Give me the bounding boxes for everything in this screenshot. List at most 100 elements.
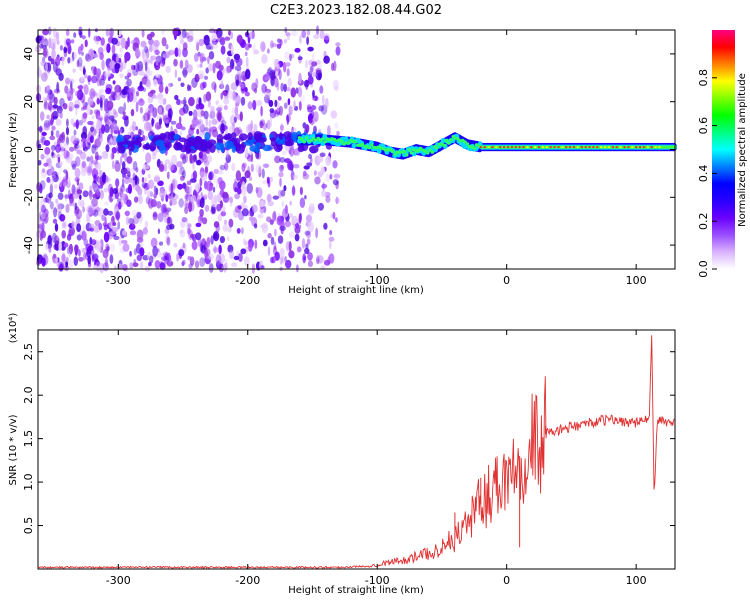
spectrogram-noise-cell [174,94,179,101]
spectrogram-noise-cell [238,252,243,262]
spectrogram-noise-cell [312,89,315,99]
spectrogram-noise-cell [234,105,239,117]
spectrogram-noise-cell [129,262,134,270]
spectrogram-noise-cell [182,170,186,179]
spectrogram-noise-cell [95,240,102,251]
spectrogram-noise-cell [157,105,164,115]
spectrogram-noise-cell [87,120,94,126]
spectrogram-noise-cell [220,123,225,135]
signal-peak-cell [526,146,529,149]
spectrogram-noise-cell [161,37,167,47]
spectrogram-noise-cell [313,34,320,39]
spectrogram-noise-cell [129,230,137,236]
spectrogram-noise-cell [103,231,110,243]
spectrogram-noise-cell [100,37,105,46]
signal-peak-cell [518,146,521,149]
spectrogram-noise-cell [153,176,161,183]
spectrogram-noise-cell [50,130,54,137]
spectrogram-noise-cell [307,252,313,261]
spectrogram-noise-cell [152,119,156,124]
spectrogram-noise-cell [76,59,80,68]
spectrogram-noise-cell [269,108,275,114]
spectrogram-noise-cell [208,119,212,129]
signal-core-cell [402,150,407,154]
spectrogram-noise-cell [314,176,321,185]
spectrogram-noise-cell [141,182,148,189]
spectrogram-noise-cell [130,167,137,173]
spectrogram-noise-cell [277,38,281,43]
spectrogram-noise-cell [177,43,181,54]
spectrogram-noise-cell [120,184,126,193]
spectrogram-noise-cell [121,177,125,188]
spectrogram-noise-cell [105,28,110,37]
x-tick-label: 0 [503,274,510,287]
spectrogram-noise-cell [279,256,283,265]
spectrogram-noise-cell [311,104,315,112]
spectrogram-noise-cell [310,110,315,119]
spectrogram-noise-cell [139,97,144,103]
spectrogram-noise-cell [262,179,267,185]
spectrogram-noise-cell [59,166,62,174]
spectrogram-noise-cell [198,70,205,79]
spectrogram-noise-cell [128,217,135,225]
spectrogram-noise-cell [158,93,163,98]
spectrogram-noise-cell [208,171,214,181]
spectrogram-noise-cell [192,109,198,120]
spectrogram-noise-cell [94,138,101,148]
spectrogram-noise-cell [258,200,265,208]
spectrogram-noise-cell [118,106,125,115]
spectrogram-noise-cell [230,44,234,56]
spectrogram-noise-cell [289,200,292,206]
spectrogram-noise-cell [138,129,144,136]
spectrogram-noise-cell [211,118,218,126]
spectrogram-noise-cell [264,90,272,98]
spectrogram-noise-cell [155,95,159,100]
spectrogram-noise-cell [178,198,184,208]
spectrogram-noise-cell [215,100,219,105]
spectrogram-noise-cell [168,82,174,87]
spectrogram-noise-cell [51,146,55,153]
spectrogram-noise-cell [159,260,164,268]
spectrogram-noise-cell [180,175,185,181]
spectrogram-noise-cell [276,82,280,91]
signal-peak-cell [530,146,533,149]
spectrogram-noise-cell [84,165,88,174]
spectrogram-noise-cell [121,264,128,271]
spectrogram-noise-cell [145,152,152,164]
y-tick-label: 0.5 [22,517,35,535]
spectrogram-noise-cell [65,170,69,181]
signal-core-cell [304,136,309,140]
spectrogram-noise-cell [95,207,101,213]
spectrogram-noise-cell [335,197,340,204]
spectrogram-noise-cell [135,47,140,57]
spectrogram-noise-cell [111,44,116,55]
colorbar: 0.0 0.2 0.4 0.6 0.8 Normalized spectral ampl… [697,30,748,278]
signal-core-cell [472,146,477,150]
spectrogram-noise-cell [50,58,55,65]
spectrogram-band-cell [270,138,276,147]
spectrogram-noise-cell [199,208,204,217]
spectrogram-noise-cell [204,249,209,259]
spectrogram-noise-cell [99,94,106,101]
spectrogram-noise-cell [49,92,55,104]
spectrogram-noise-cell [303,165,310,170]
spectrogram-noise-cell [124,174,131,180]
spectrogram-noise-cell [175,99,183,106]
spectrogram-noise-cell [218,262,224,273]
spectrogram-noise-cell [314,95,318,101]
spectrogram-noise-cell [223,105,228,111]
spectrogram-noise-cell [152,245,158,257]
spectrogram-noise-cell [91,197,98,207]
spectrogram-noise-cell [249,176,253,181]
spectrogram-noise-cell [279,225,286,232]
spectrogram-noise-cell [196,128,200,135]
spectrogram-noise-cell [71,220,75,228]
spectrogram-noise-cell [153,192,157,199]
spectrogram-noise-cell [249,216,253,222]
spectrogram-noise-cell [284,51,290,60]
spectrogram-noise-cell [147,179,155,189]
spectrogram-noise-cell [220,120,227,127]
spectrogram-noise-cell [81,76,84,82]
spectrogram-noise-cell [281,150,287,156]
colorbar-gradient [712,30,735,269]
